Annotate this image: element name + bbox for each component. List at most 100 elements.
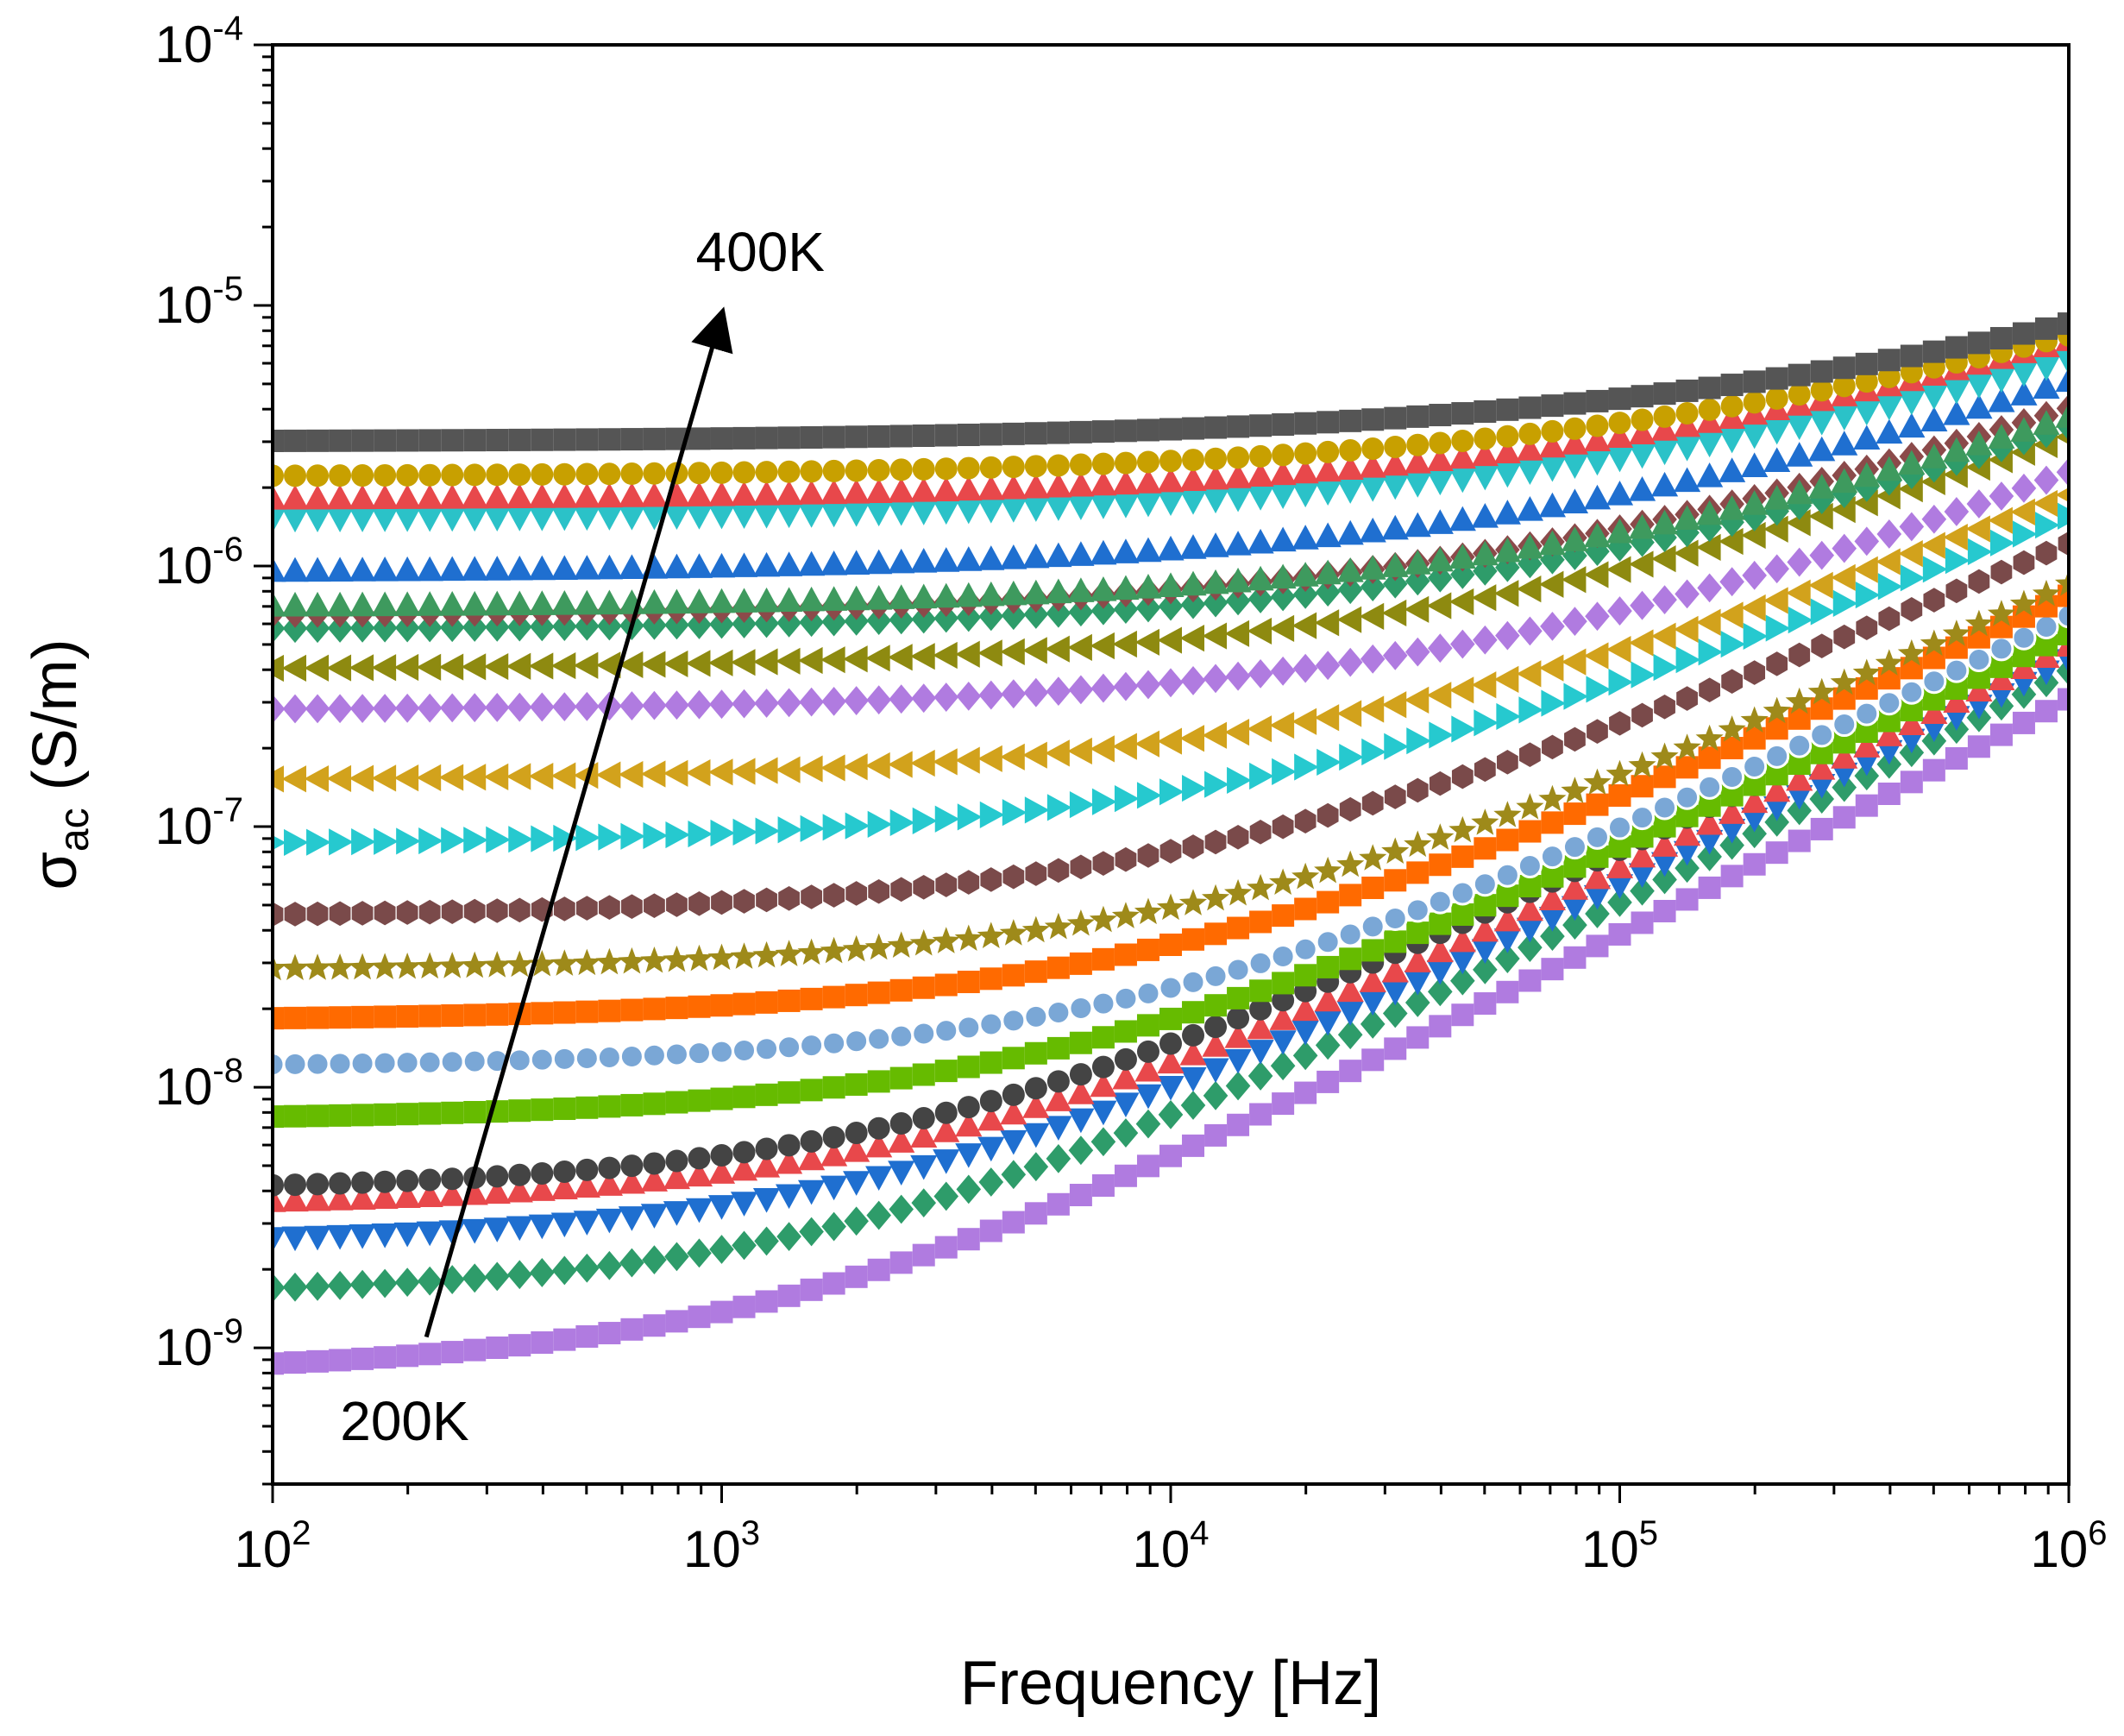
data-point [732,609,757,638]
data-point [1272,413,1295,437]
data-point [1404,988,1430,1017]
data-point [1516,576,1542,603]
data-point [777,989,801,1012]
data-point [483,483,511,509]
data-point [2055,487,2069,503]
data-point [281,507,309,533]
data-point [640,946,669,973]
data-point [531,1002,554,1025]
data-point [752,503,781,529]
data-point [1542,734,1563,760]
data-point [1898,412,1926,438]
data-point [552,1255,577,1286]
data-point [800,815,826,842]
data-point [1179,1066,1207,1092]
data-point [1899,512,1925,542]
series-280k [273,531,2069,928]
data-point [1361,790,1384,816]
data-point [665,1149,688,1173]
data-point [798,480,826,505]
data-point [506,590,533,616]
data-point [688,1147,711,1170]
data-point [306,1006,330,1029]
data-point [685,1198,713,1223]
data-point [573,651,599,679]
data-point [733,889,755,914]
data-point [1561,488,1589,513]
data-point [1111,902,1141,928]
data-point [1876,456,1903,481]
data-point [1317,411,1340,434]
data-point [1426,470,1454,496]
data-point [1024,1041,1047,1065]
data-point [439,693,465,723]
data-point [800,987,823,1010]
data-point [461,951,489,978]
data-point [1719,495,1746,520]
data-point [865,645,890,672]
data-point [1179,1040,1207,1066]
data-point [1272,989,1295,1012]
data-point [775,480,803,506]
data-point [1628,751,1656,778]
data-point [1516,460,1543,485]
data-point [1069,420,1092,443]
data-point [1675,784,1700,810]
data-point [1448,468,1476,494]
data-point [371,557,399,582]
data-point [1384,733,1409,760]
data-point [732,992,756,1016]
x-tick-label: 103 [683,1514,760,1578]
data-point [822,459,845,482]
data-point [1628,842,1656,868]
data-point [798,503,826,528]
data-point [820,502,848,528]
data-point [685,553,713,578]
data-point [775,647,801,675]
data-point [438,653,464,681]
data-point [1696,809,1724,835]
data-point [1787,490,1812,520]
data-point [934,805,960,833]
data-point [418,827,443,855]
data-point [889,684,914,714]
data-point [281,1226,309,1252]
data-point [349,507,376,532]
data-point [1763,419,1791,445]
series-220k [273,632,2069,1212]
data-point [550,762,576,789]
data-point [1294,808,1317,834]
data-point [304,557,331,582]
data-point [1809,784,1835,814]
data-point [1855,676,1878,700]
data-point [1583,884,1612,910]
data-point [1471,465,1499,491]
data-point [1988,368,2015,393]
data-point [327,694,353,724]
data-point [798,586,826,612]
data-point [2010,417,2038,442]
data-point [958,870,980,895]
data-point [820,1141,848,1167]
data-point [865,549,893,575]
data-point [1382,906,1408,932]
data-point [1429,404,1452,427]
data-point [1001,601,1027,631]
data-point [1832,533,1857,563]
data-point [775,1148,803,1174]
data-point [1112,733,1137,760]
data-point [595,554,623,580]
data-point [1945,578,1968,604]
data-point [349,484,376,510]
data-point [1182,774,1207,802]
data-point [441,827,466,854]
data-point [1001,679,1027,709]
data-point [1740,706,1769,733]
data-point [486,463,509,487]
data-point [1608,387,1631,411]
data-point [553,1098,576,1121]
data-point [663,553,691,579]
data-point [2009,589,2039,617]
data-point [620,462,644,486]
data-point [1809,722,1835,748]
